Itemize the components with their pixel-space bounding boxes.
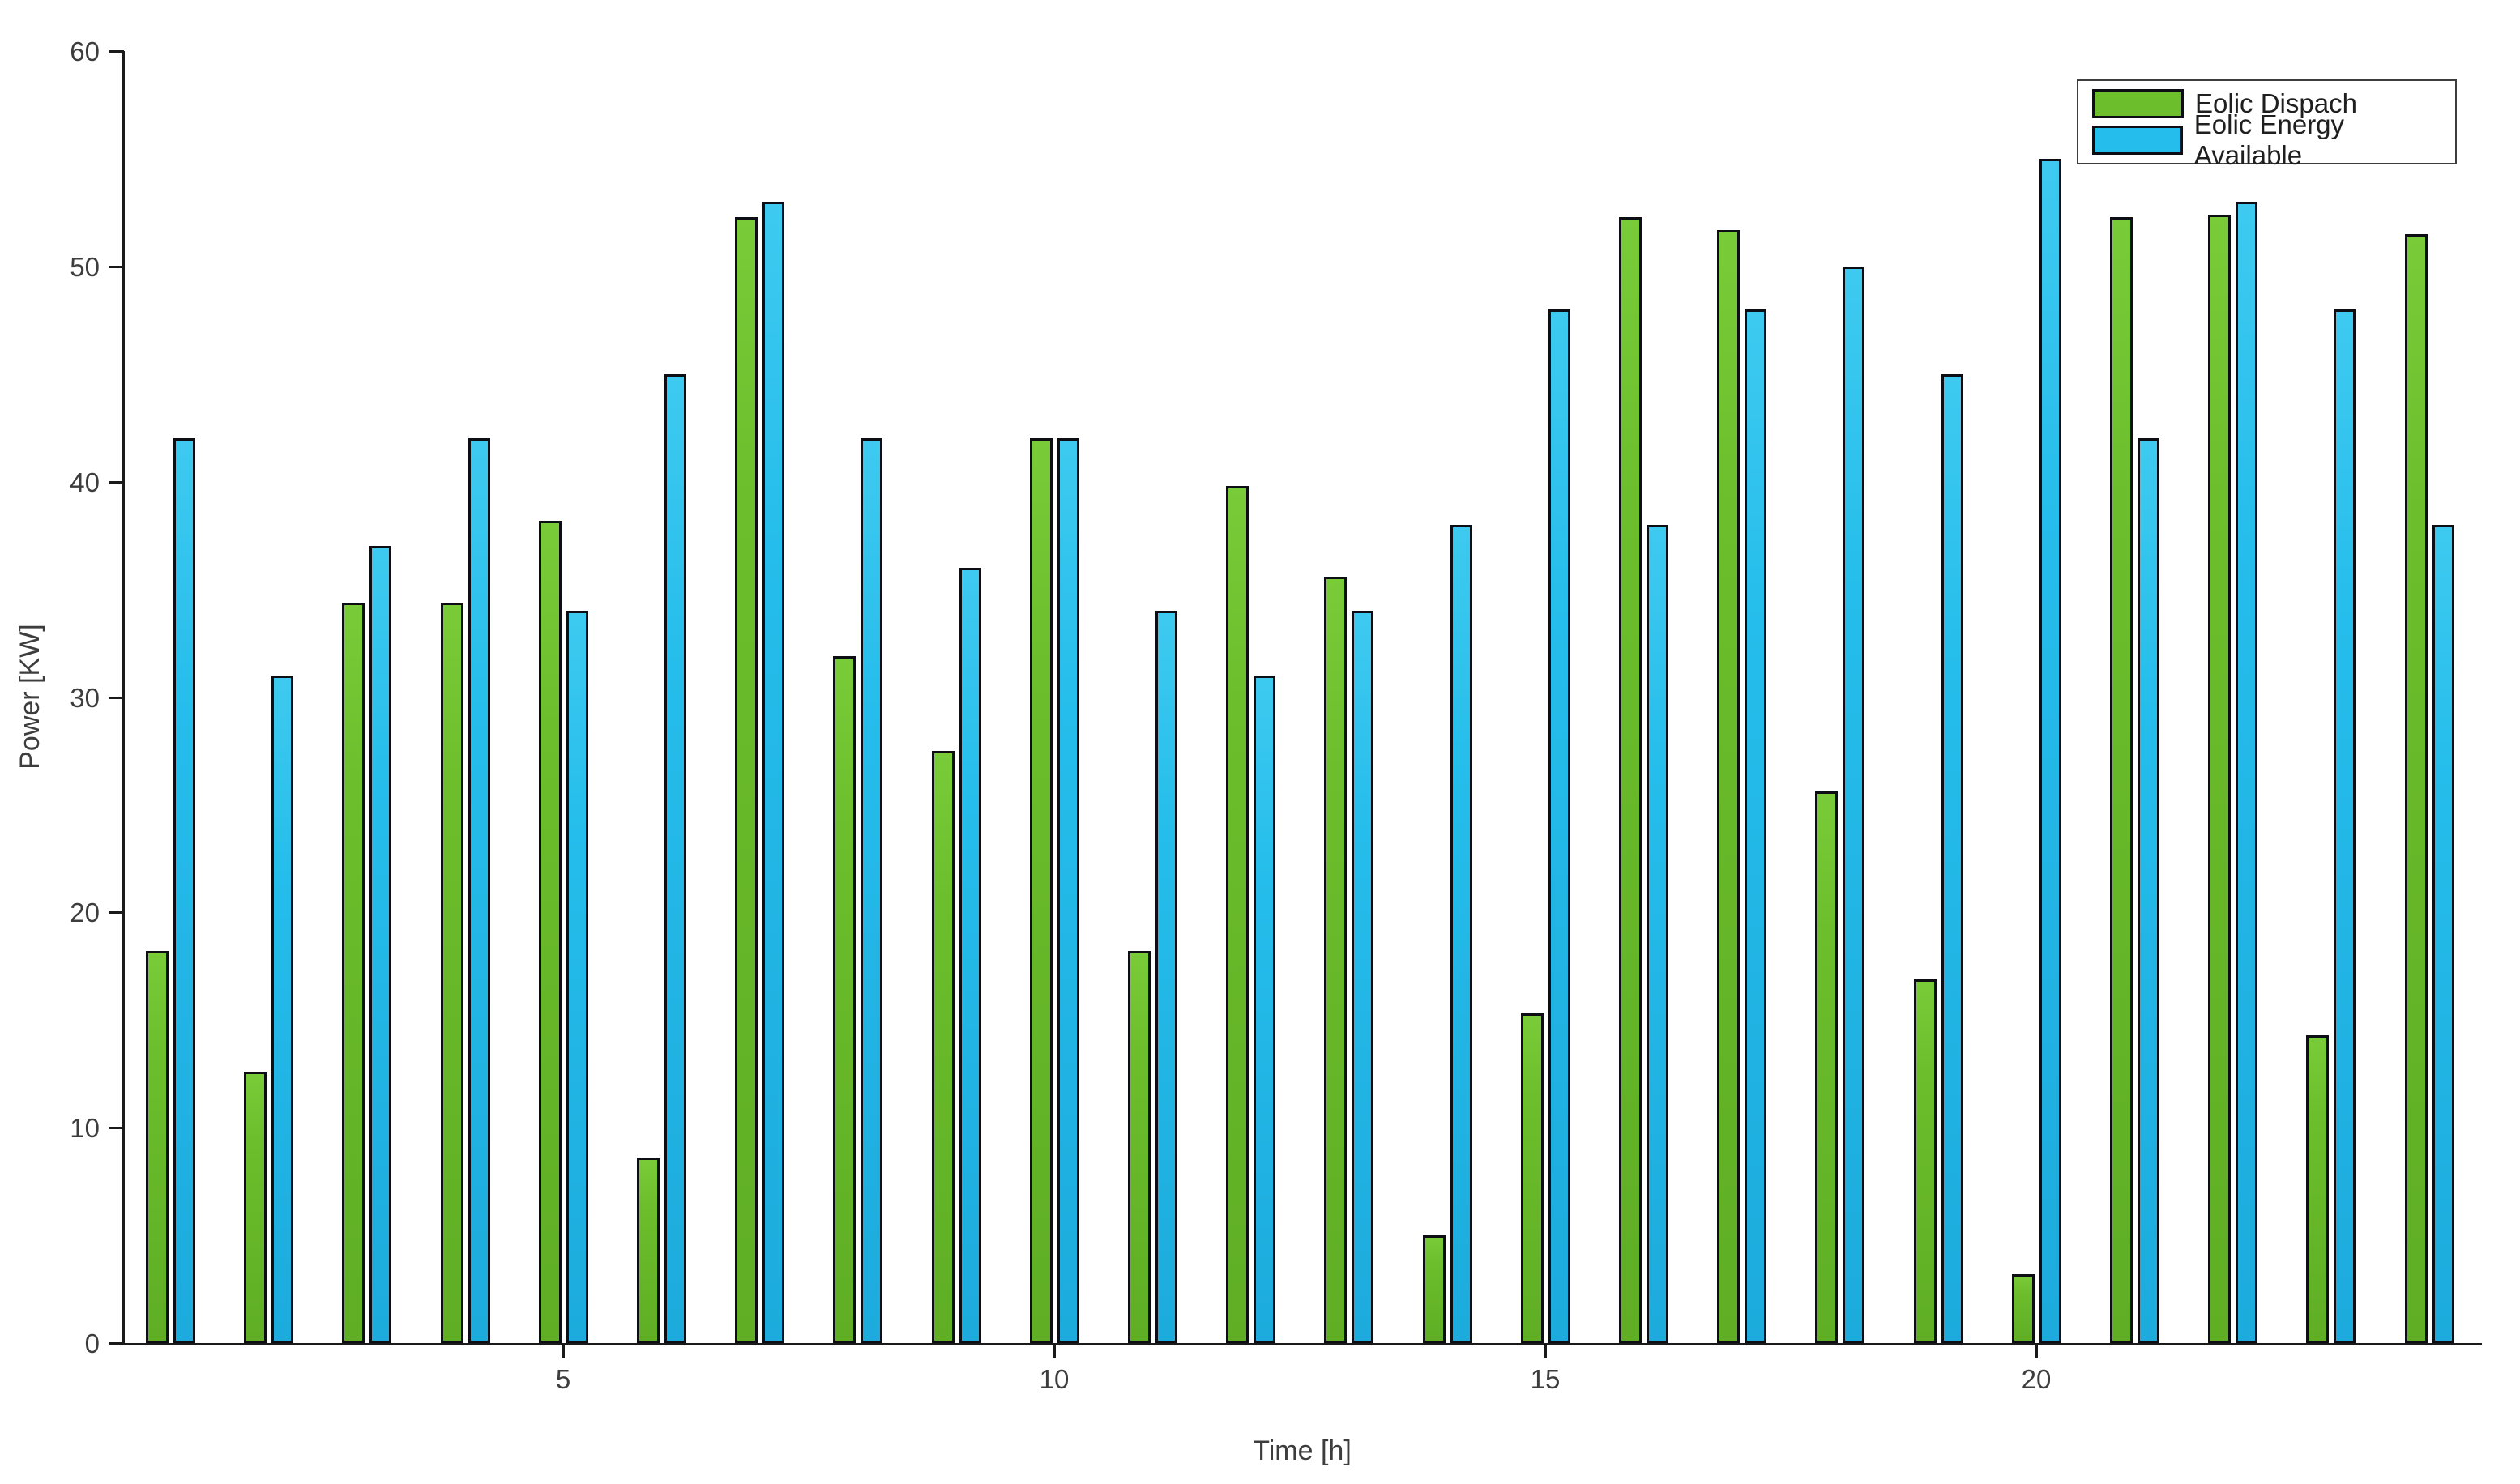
y-tick-label-30: 30 [70,683,100,713]
x-tick-15 [1544,1343,1547,1358]
bar-available-h17 [1745,309,1767,1343]
bar-available-h16 [1647,525,1668,1343]
bar-dispatch-h19 [1913,979,1937,1343]
x-axis-title: Time [h] [1253,1435,1352,1466]
bar-dispatch-h7 [735,217,758,1343]
plot-area [124,51,2481,1343]
bar-dispatch-h12 [1226,486,1249,1343]
bar-dispatch-h16 [1619,217,1642,1343]
y-tick-60 [109,50,124,53]
y-tick-50 [109,266,124,268]
bar-dispatch-h20 [2011,1274,2035,1343]
y-tick-label-10: 10 [70,1113,100,1143]
legend-label-available: Eolic Energy Available [2193,109,2345,171]
bar-dispatch-h1 [146,951,169,1343]
bar-available-h22 [2236,202,2258,1343]
legend-label-dispatch: Eolic Dispach [2195,87,2357,118]
bar-dispatch-h23 [2306,1035,2330,1343]
bar-dispatch-h13 [1324,577,1348,1343]
bar-available-h20 [2039,159,2061,1343]
bar-available-h21 [2138,438,2159,1343]
bar-dispatch-h22 [2208,215,2232,1343]
bar-dispatch-h18 [1815,791,1839,1343]
bar-dispatch-h15 [1520,1013,1544,1343]
bar-available-h3 [369,546,392,1343]
y-tick-label-50: 50 [70,252,100,282]
x-tick-5 [562,1343,565,1358]
bar-dispatch-h11 [1128,951,1151,1343]
bar-available-h7 [762,202,785,1343]
x-axis-line [122,1343,2482,1345]
legend: Eolic Dispach Eolic Energy Available [2077,79,2457,170]
x-tick-label-20: 20 [2021,1364,2052,1394]
bar-available-h10 [1057,438,1079,1343]
y-tick-10 [109,1127,124,1129]
bar-dispatch-h5 [538,521,562,1343]
x-tick-20 [2035,1343,2038,1358]
bar-available-h8 [861,438,883,1343]
bar-available-h13 [1352,611,1374,1343]
bar-dispatch-h10 [1029,438,1053,1343]
bar-available-h24 [2432,525,2454,1343]
bar-available-h11 [1155,611,1177,1343]
y-axis-title: Power [KW] [15,624,45,770]
bar-dispatch-h17 [1717,230,1741,1343]
bar-available-h2 [271,676,294,1343]
x-tick-label-5: 5 [555,1364,571,1394]
bar-available-h15 [1548,309,1570,1343]
bar-dispatch-h21 [2110,217,2133,1343]
bar-available-h5 [566,611,588,1343]
bar-available-h19 [1941,374,1963,1343]
y-tick-label-40: 40 [70,467,100,497]
bar-dispatch-h24 [2404,234,2428,1343]
bar-dispatch-h2 [244,1072,267,1343]
y-tick-30 [109,697,124,699]
bar-available-h4 [468,438,490,1343]
legend-swatch-dispatch [2092,88,2184,118]
y-tick-label-20: 20 [70,898,100,927]
y-tick-label-60: 60 [70,36,100,66]
bar-available-h23 [2334,309,2356,1343]
y-tick-20 [109,911,124,914]
legend-swatch-available [2092,126,2183,156]
bar-available-h12 [1254,676,1276,1343]
bar-dispatch-h4 [440,603,463,1343]
bar-dispatch-h6 [637,1158,660,1343]
bar-dispatch-h14 [1422,1235,1446,1343]
bar-available-h9 [959,568,981,1343]
bar-available-h14 [1450,525,1472,1343]
x-tick-10 [1053,1343,1056,1358]
bar-available-h1 [173,438,195,1343]
y-tick-0 [109,1342,124,1345]
x-tick-label-10: 10 [1039,1364,1070,1394]
legend-entry-available: Eolic Energy Available [2078,109,2455,170]
x-tick-label-15: 15 [1530,1364,1561,1394]
bar-available-h6 [664,374,686,1343]
y-tick-label-0: 0 [84,1328,100,1358]
bar-dispatch-h9 [931,751,955,1343]
y-tick-40 [109,481,124,484]
bar-dispatch-h8 [833,656,856,1343]
legend-entry-dispatch: Eolic Dispach [2078,86,2455,122]
bar-available-h18 [1843,267,1865,1343]
bar-dispatch-h3 [342,603,365,1343]
